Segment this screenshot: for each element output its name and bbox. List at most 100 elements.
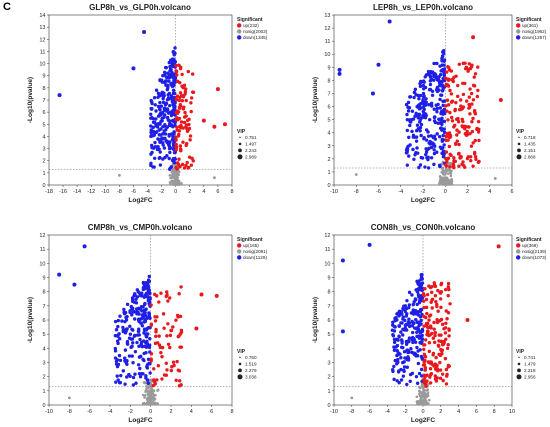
y-tick-label: 3 bbox=[42, 147, 45, 153]
data-point-nosig bbox=[438, 183, 441, 186]
data-point-down bbox=[167, 146, 172, 151]
data-point-down bbox=[118, 314, 122, 318]
data-point-down bbox=[149, 130, 153, 135]
x-tick-label: 6 bbox=[475, 409, 478, 415]
data-point-down bbox=[161, 157, 165, 161]
data-point-nosig bbox=[145, 387, 148, 390]
y-tick-label: 12 bbox=[39, 233, 45, 239]
vip-legend-value: 1.479 bbox=[524, 362, 536, 367]
data-point-down bbox=[407, 303, 412, 307]
data-point-down bbox=[156, 145, 160, 149]
vip-size-swatch bbox=[517, 368, 521, 373]
y-tick-label: 10 bbox=[39, 62, 45, 68]
data-point-down bbox=[131, 361, 135, 365]
data-point-nosig bbox=[427, 398, 431, 402]
vip-size-swatch bbox=[238, 368, 242, 373]
plot-title: LEP8h_vs_LEP0h.volcano bbox=[373, 3, 473, 12]
data-point-down bbox=[417, 103, 421, 107]
data-point-up bbox=[157, 300, 161, 304]
data-point-down bbox=[409, 120, 413, 124]
y-tick-label: 6 bbox=[42, 318, 45, 324]
data-point-down bbox=[416, 116, 420, 120]
data-point-down bbox=[411, 135, 415, 139]
data-point-up bbox=[179, 148, 183, 153]
x-tick-label: -18 bbox=[45, 189, 53, 195]
data-point-down bbox=[416, 93, 421, 98]
data-point-up bbox=[180, 84, 184, 88]
data-point-down bbox=[401, 360, 405, 365]
vip-size-swatch bbox=[237, 154, 243, 160]
data-point-nosig bbox=[415, 400, 419, 403]
data-point-up bbox=[444, 134, 449, 139]
data-point-down bbox=[432, 61, 436, 66]
data-point-nosig bbox=[149, 386, 153, 390]
data-points bbox=[57, 244, 219, 406]
data-point-down bbox=[402, 365, 407, 369]
data-point-up bbox=[453, 107, 457, 112]
data-point-nosig bbox=[493, 177, 497, 180]
data-point-up bbox=[191, 90, 196, 95]
data-point-down bbox=[442, 63, 446, 67]
data-point-down bbox=[116, 324, 120, 329]
data-point-down bbox=[154, 88, 159, 92]
data-point-down bbox=[140, 371, 144, 376]
legend-item-nosig: nosig(2139) bbox=[522, 249, 547, 254]
y-tick-label: 4 bbox=[42, 346, 45, 352]
data-point-down bbox=[125, 302, 130, 307]
data-point-up bbox=[422, 363, 427, 367]
data-point-up bbox=[447, 334, 451, 338]
data-point-up bbox=[424, 315, 428, 320]
data-point-up bbox=[154, 334, 158, 338]
data-point-nosig bbox=[448, 162, 451, 165]
data-point-up bbox=[188, 138, 192, 142]
data-point-up bbox=[165, 290, 169, 294]
vip-legend-value: 2.218 bbox=[524, 368, 536, 373]
data-point-up bbox=[472, 75, 476, 79]
data-point-up bbox=[215, 87, 220, 92]
data-point-up bbox=[444, 287, 448, 292]
legend-title: Significant bbox=[237, 17, 263, 23]
data-point-up bbox=[444, 309, 448, 313]
data-point-nosig bbox=[170, 174, 174, 177]
data-point-nosig bbox=[172, 179, 176, 183]
data-point-nosig bbox=[446, 172, 450, 175]
data-point-up bbox=[443, 356, 448, 361]
data-point-down bbox=[410, 129, 414, 134]
data-point-up bbox=[184, 163, 188, 168]
data-point-up bbox=[446, 285, 450, 289]
data-point-up bbox=[424, 305, 429, 310]
data-point-down bbox=[124, 315, 128, 320]
data-point-up bbox=[456, 119, 461, 124]
data-point-down bbox=[397, 369, 401, 373]
data-point-up bbox=[159, 291, 163, 295]
data-point-down bbox=[164, 101, 168, 105]
y-tick-label: 4 bbox=[327, 131, 330, 137]
data-point-down bbox=[137, 333, 141, 337]
data-point-nosig bbox=[143, 380, 146, 384]
data-point-nosig bbox=[144, 389, 148, 393]
data-point-down bbox=[143, 301, 147, 306]
data-point-down bbox=[169, 68, 173, 72]
data-point-down bbox=[402, 304, 406, 308]
data-point-up bbox=[175, 359, 179, 364]
data-point-down bbox=[171, 134, 175, 139]
data-point-down bbox=[397, 381, 401, 385]
data-point-up bbox=[446, 103, 451, 107]
data-point-up bbox=[440, 352, 444, 356]
data-point-up bbox=[458, 98, 463, 102]
data-point-down bbox=[421, 79, 426, 83]
data-point-up bbox=[427, 318, 431, 322]
data-point-nosig bbox=[440, 178, 444, 182]
data-point-down bbox=[151, 125, 155, 130]
data-point-nosig bbox=[169, 176, 172, 180]
data-point-down bbox=[157, 128, 161, 132]
x-tick-label: 4 bbox=[488, 189, 491, 195]
data-point-up bbox=[164, 361, 168, 365]
data-point-down bbox=[152, 120, 157, 124]
x-tick-label: -8 bbox=[354, 189, 359, 195]
data-point-down bbox=[167, 142, 171, 146]
data-point-up bbox=[435, 376, 439, 380]
data-point-up bbox=[473, 110, 477, 114]
data-point-up bbox=[476, 130, 481, 134]
data-point-nosig bbox=[149, 396, 153, 399]
